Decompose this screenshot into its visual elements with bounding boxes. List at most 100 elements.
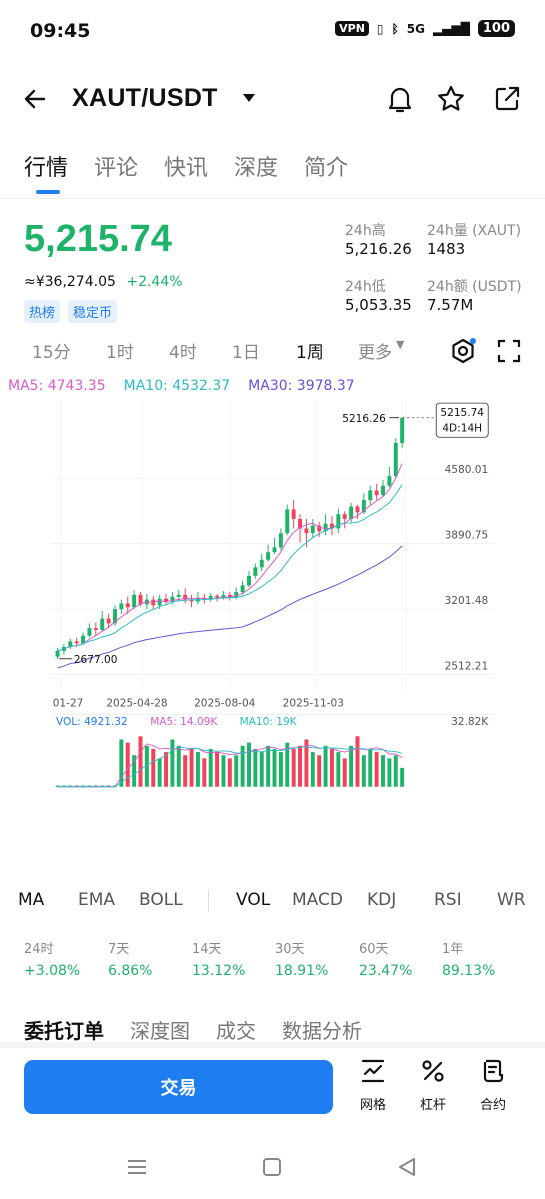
candle-body <box>170 596 175 602</box>
current-price-box <box>435 402 489 438</box>
status-icons: VPN ▯ ᛒ 5G ▂▄▆█ 100 <box>335 20 515 37</box>
ind-vol[interactable]: VOL <box>236 890 271 910</box>
fiat-price: ≈¥36,274.05 <box>24 274 116 290</box>
volume-bar <box>125 742 130 787</box>
volume-bar <box>100 785 105 787</box>
volume-bar <box>144 745 149 787</box>
tab-news[interactable]: 快讯 <box>164 156 209 181</box>
tab-data-analysis[interactable]: 数据分析 <box>282 1019 362 1043</box>
tab-depth[interactable]: 深度 <box>234 156 279 181</box>
volume-bar <box>68 785 73 787</box>
x-tick-label: 01-27 <box>53 697 84 709</box>
tag-stablecoin[interactable]: 稳定币 <box>68 300 118 323</box>
volume-bar <box>55 785 60 787</box>
high-value: 5,216.26 <box>345 240 412 258</box>
interval-more[interactable]: 更多 <box>358 343 392 363</box>
interval-1d[interactable]: 1日 <box>232 343 260 363</box>
volume-bar <box>291 748 296 787</box>
volume-bar <box>247 742 251 787</box>
candle-body <box>119 603 124 610</box>
ind-ema[interactable]: EMA <box>78 890 116 910</box>
interval-15m[interactable]: 15分 <box>32 343 71 363</box>
share-icon[interactable] <box>492 84 522 114</box>
volume-bar <box>329 748 334 787</box>
pair-title[interactable]: XAUT/USDT <box>72 84 218 112</box>
perf-item: 7天 6.86% <box>108 942 153 979</box>
tab-intro[interactable]: 简介 <box>304 156 349 181</box>
volume-bar <box>272 748 277 787</box>
recents-icon[interactable] <box>126 1156 148 1178</box>
volume-bar <box>195 752 200 787</box>
volume-bar <box>74 785 79 787</box>
fullscreen-icon[interactable] <box>497 339 521 363</box>
candle-body <box>400 417 405 443</box>
ind-kdj[interactable]: KDJ <box>367 890 397 910</box>
volume-bar <box>221 755 226 787</box>
candle-body <box>349 506 354 519</box>
ind-boll[interactable]: BOLL <box>139 890 183 910</box>
candle-body <box>285 509 290 534</box>
kline-chart[interactable]: 4580.01 3890.75 3201.48 2512.21 5216.26 2677.… <box>0 400 545 790</box>
candle-body <box>355 506 360 513</box>
y-tick-label: 3201.48 <box>445 595 489 607</box>
perf-item: 30天 18.91% <box>275 942 329 979</box>
volume-bar <box>342 758 347 787</box>
y-tick-label: 4580.01 <box>445 464 489 476</box>
ma-legend: MA5: 4743.35 MA10: 4532.37 MA30: 3978.37 <box>8 378 355 394</box>
tab-market[interactable]: 行情 <box>24 150 68 194</box>
volume-bar <box>349 745 354 787</box>
tab-comments[interactable]: 评论 <box>94 156 139 181</box>
candle-body <box>393 442 398 477</box>
volume-bar <box>298 745 303 787</box>
candle-body <box>138 594 143 605</box>
ind-ma[interactable]: MA <box>18 890 45 910</box>
candle-body <box>381 485 385 496</box>
tag-row: 热榜 稳定币 <box>24 300 118 323</box>
y-tick-label: 2512.21 <box>445 661 489 673</box>
high-annotation: 5216.26 <box>342 413 386 425</box>
leverage-button[interactable]: 杠杆 <box>408 1058 458 1113</box>
candle-body <box>93 628 98 630</box>
ind-wr[interactable]: WR <box>497 890 526 910</box>
more-caret-icon: ▼ <box>396 338 405 351</box>
battery-icon: 100 <box>477 20 515 37</box>
candle-body <box>176 594 181 597</box>
candle-body <box>87 628 92 636</box>
star-icon[interactable] <box>436 84 466 114</box>
interval-4h[interactable]: 4时 <box>169 343 197 363</box>
caret-down-icon[interactable] <box>242 92 256 104</box>
volume-bar <box>87 785 92 787</box>
volume-bar <box>183 755 188 787</box>
candle-body <box>329 523 334 529</box>
candle-body <box>247 575 251 586</box>
candle-body <box>368 490 373 500</box>
trade-button[interactable]: 交易 <box>24 1060 333 1114</box>
vibrate-icon: ▯ <box>376 21 384 36</box>
home-icon[interactable] <box>262 1156 284 1178</box>
ind-macd[interactable]: MACD <box>292 890 343 910</box>
volume-bar <box>381 755 385 787</box>
tab-trades[interactable]: 成交 <box>216 1019 256 1043</box>
bell-icon[interactable] <box>386 84 414 114</box>
perf-item: 24时 +3.08% <box>24 942 81 979</box>
low-label: 24h低 <box>345 279 386 295</box>
grid-button[interactable]: 网格 <box>348 1058 398 1113</box>
volume-bar <box>164 752 169 787</box>
price-change: +2.44% <box>126 274 183 290</box>
back-arrow-icon[interactable] <box>22 86 48 112</box>
interval-1w[interactable]: 1周 <box>296 343 324 363</box>
percent-icon <box>422 1060 444 1082</box>
ind-rsi[interactable]: RSI <box>434 890 462 910</box>
tab-open-orders[interactable]: 委托订单 <box>24 1019 104 1043</box>
back-nav-icon[interactable] <box>396 1156 418 1178</box>
volume-bar <box>240 745 245 787</box>
tab-depth-chart[interactable]: 深度图 <box>130 1019 190 1043</box>
indicator-settings-icon[interactable] <box>450 338 476 364</box>
tag-hot[interactable]: 热榜 <box>24 300 61 323</box>
contract-button[interactable]: 合约 <box>468 1058 518 1113</box>
interval-1h[interactable]: 1时 <box>106 343 134 363</box>
candle-body <box>227 594 232 598</box>
volume-bar <box>310 752 315 787</box>
volume-bar <box>138 736 143 787</box>
volume-bar <box>400 767 405 787</box>
